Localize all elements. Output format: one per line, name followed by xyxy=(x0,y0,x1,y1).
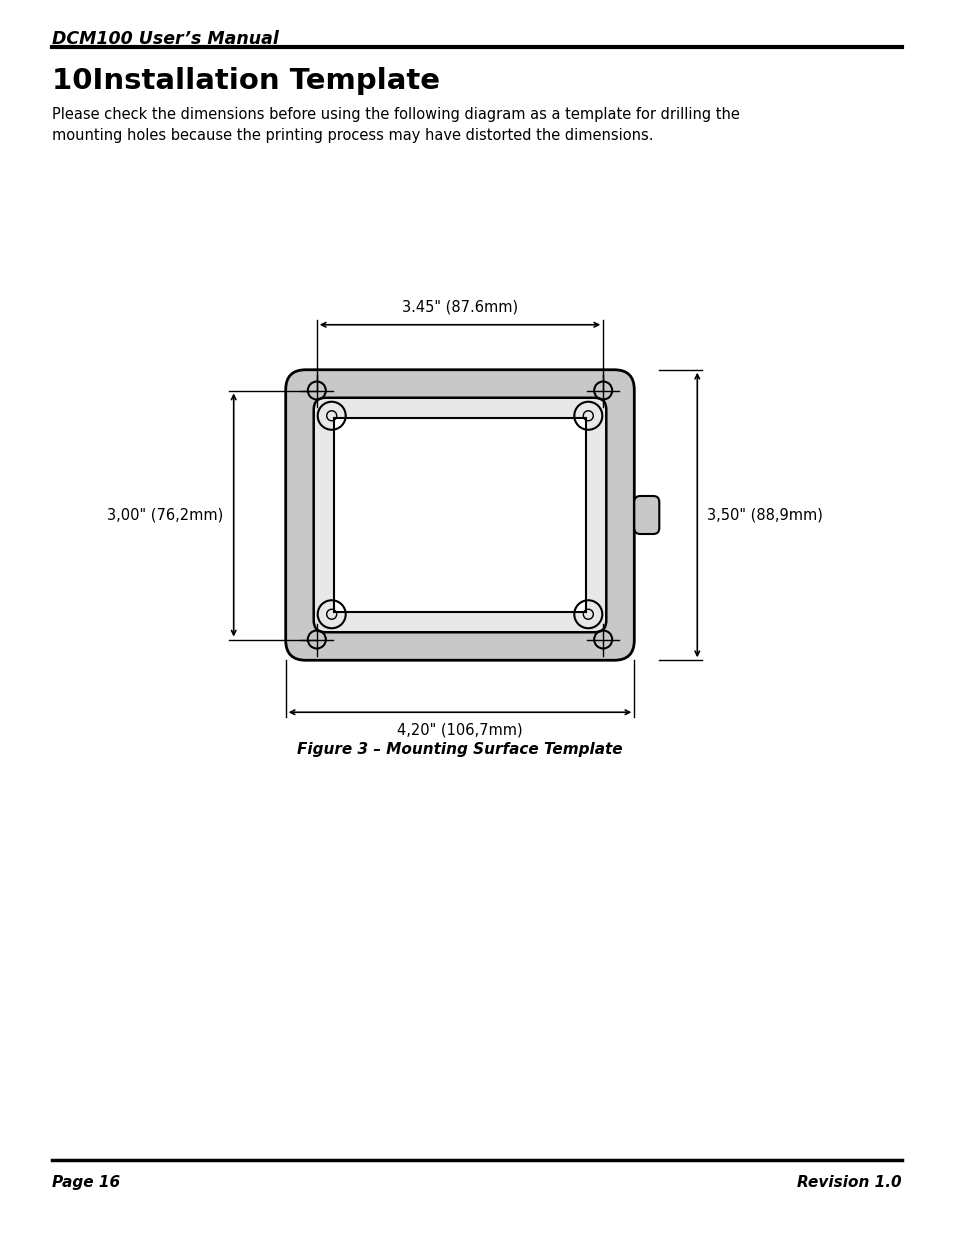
Text: 10Installation Template: 10Installation Template xyxy=(52,67,439,95)
Text: 3.45" (87.6mm): 3.45" (87.6mm) xyxy=(401,300,517,315)
Bar xyxy=(334,417,586,613)
Text: 3,00" (76,2mm): 3,00" (76,2mm) xyxy=(108,508,223,522)
Text: 3,50" (88,9mm): 3,50" (88,9mm) xyxy=(706,508,822,522)
Text: Figure 3 – Mounting Surface Template: Figure 3 – Mounting Surface Template xyxy=(297,742,622,757)
FancyBboxPatch shape xyxy=(285,369,634,661)
Text: Revision 1.0: Revision 1.0 xyxy=(797,1174,901,1191)
Text: DCM100 User’s Manual: DCM100 User’s Manual xyxy=(52,30,278,48)
Text: Please check the dimensions before using the following diagram as a template for: Please check the dimensions before using… xyxy=(52,107,740,143)
Text: Page 16: Page 16 xyxy=(52,1174,120,1191)
Text: 4,20" (106,7mm): 4,20" (106,7mm) xyxy=(396,722,522,737)
FancyBboxPatch shape xyxy=(314,398,606,632)
FancyBboxPatch shape xyxy=(634,496,659,534)
